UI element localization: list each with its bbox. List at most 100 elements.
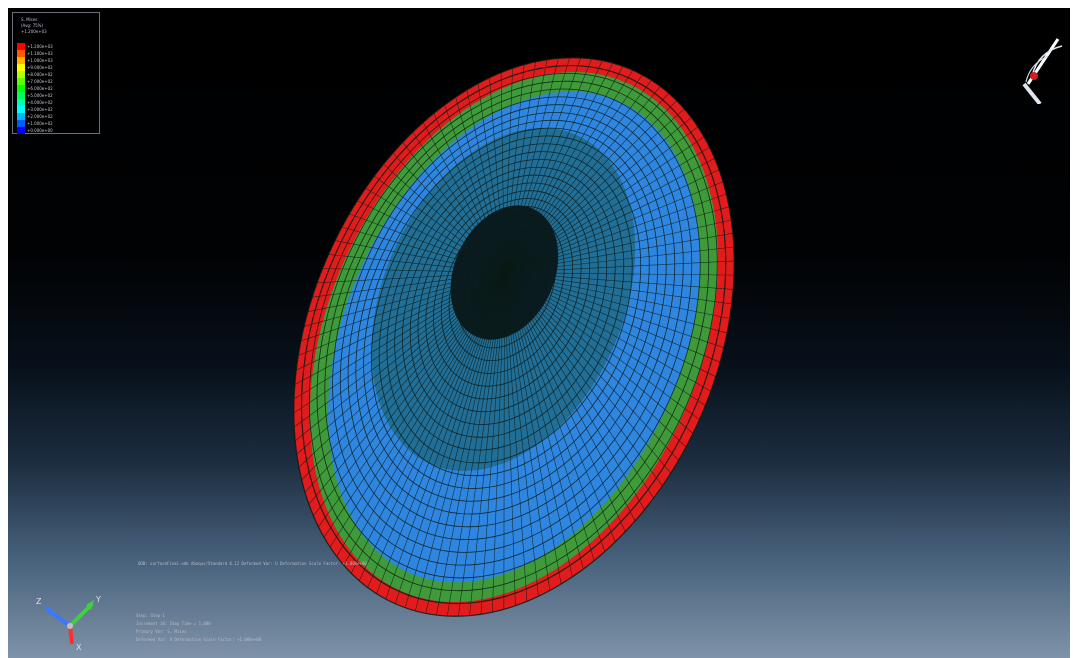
mesh-radial [446, 272, 505, 617]
mesh-ring [456, 221, 557, 349]
mesh-radial [349, 213, 505, 273]
mesh-radial [504, 272, 679, 461]
legend-swatch [17, 85, 25, 92]
mesh-radial [385, 272, 505, 600]
mesh-radial [412, 131, 505, 273]
mesh-radial [293, 272, 505, 400]
mesh-ring [440, 205, 574, 374]
mesh-radial [504, 272, 724, 348]
mesh-radial [504, 272, 562, 585]
mesh-radial [367, 272, 505, 588]
legend-value: +5.000e+02 [27, 93, 53, 98]
legend-value: +1.000e+03 [27, 58, 53, 63]
mesh-ring [425, 190, 591, 400]
model-viewport[interactable]: S, Mises (Avg: 75%) +1.200e+03 +1.200e+0… [8, 8, 1070, 658]
legend-swatch [17, 99, 25, 106]
legend-swatch [17, 120, 25, 127]
mesh-radial [504, 272, 694, 434]
mesh-ring [355, 119, 667, 515]
mesh-radial [504, 272, 734, 290]
legend-header: +1.200e+03 [21, 29, 47, 34]
mesh-radial [504, 272, 732, 305]
mesh-radial [357, 200, 505, 273]
mesh-radial [304, 272, 505, 327]
mesh-radial [298, 272, 505, 468]
legend-value: +9.000e+02 [27, 65, 53, 70]
mesh-radial [294, 272, 505, 441]
mesh-radial [504, 108, 685, 273]
mesh-radial [504, 136, 705, 273]
mesh-radials [293, 57, 735, 617]
mesh-radial [504, 68, 513, 273]
mesh-radial [365, 187, 505, 273]
mesh-ring [347, 112, 676, 528]
mesh-radial [504, 272, 616, 542]
mesh-radial [504, 260, 735, 273]
legend-swatch [17, 43, 25, 50]
mesh-radial [422, 122, 505, 273]
mesh-radial [304, 272, 505, 493]
mesh-radial [404, 272, 505, 608]
mesh-ring [409, 174, 608, 425]
mesh-radial [293, 272, 505, 414]
mesh-radial [504, 272, 728, 334]
mesh-radial [504, 272, 528, 602]
view-manipulator-icon[interactable] [1018, 24, 1068, 104]
legend-color-bar [17, 43, 25, 134]
legend-value: +0.000e+00 [27, 128, 53, 133]
mesh-radial [392, 152, 505, 273]
mesh-radial [312, 272, 505, 298]
mesh-radial [504, 272, 516, 606]
mesh-ring [433, 198, 582, 387]
mesh-radial [504, 86, 661, 273]
mesh-radial [308, 272, 505, 505]
mesh-radial [383, 164, 505, 273]
mesh-radial [504, 126, 699, 273]
mesh-radial [504, 272, 551, 591]
mesh-radial [317, 272, 505, 284]
mesh-radial [504, 58, 559, 273]
mesh-radial [376, 272, 505, 594]
mesh-radial [504, 193, 727, 273]
mesh-radial [300, 272, 505, 342]
mesh-radial [293, 272, 505, 428]
mesh-radial [504, 272, 700, 420]
legend-swatch [17, 78, 25, 85]
mesh-radial [296, 272, 505, 455]
mesh-radial [477, 83, 505, 273]
mesh-radial [504, 272, 573, 577]
mesh-ring [394, 159, 625, 451]
mesh-ring [402, 166, 616, 438]
legend-value: +3.000e+02 [27, 107, 53, 112]
mesh-radial [394, 272, 505, 604]
mesh-radial [504, 206, 730, 273]
mesh-radial [504, 246, 734, 273]
mesh-ring [448, 213, 565, 362]
mesh-ring [386, 151, 633, 464]
mesh-radial [466, 89, 505, 273]
legend-swatch [17, 57, 25, 64]
triad-x-label: X [76, 643, 82, 652]
mesh-radial [492, 272, 505, 613]
mesh-radial [504, 93, 669, 273]
legend-swatch [17, 113, 25, 120]
mesh-radial [504, 272, 654, 499]
mesh-radial [504, 272, 716, 378]
mesh-radial [504, 62, 613, 273]
mesh-radial [351, 272, 505, 574]
mesh-radial [504, 64, 525, 273]
mesh-radial [455, 97, 505, 273]
legend-subtitle: (Avg: 75%) [21, 23, 44, 28]
mesh-radial [301, 272, 505, 481]
deformed-mesh-model[interactable] [8, 8, 1070, 658]
legend-value: +2.000e+02 [27, 114, 53, 119]
mesh-radial [503, 272, 505, 610]
mesh-radial [504, 57, 582, 273]
mesh-radial [414, 272, 505, 612]
legend-value: +1.100e+03 [27, 51, 53, 56]
primary-var-label: Primary Var: S, Mises [136, 629, 187, 634]
mesh-ring [464, 229, 548, 336]
legend-value: +1.200e+03 [27, 44, 53, 49]
deformed-var-label: Deformed Var: U Deformation Scale Factor… [136, 637, 262, 642]
mesh-radial [500, 72, 505, 273]
